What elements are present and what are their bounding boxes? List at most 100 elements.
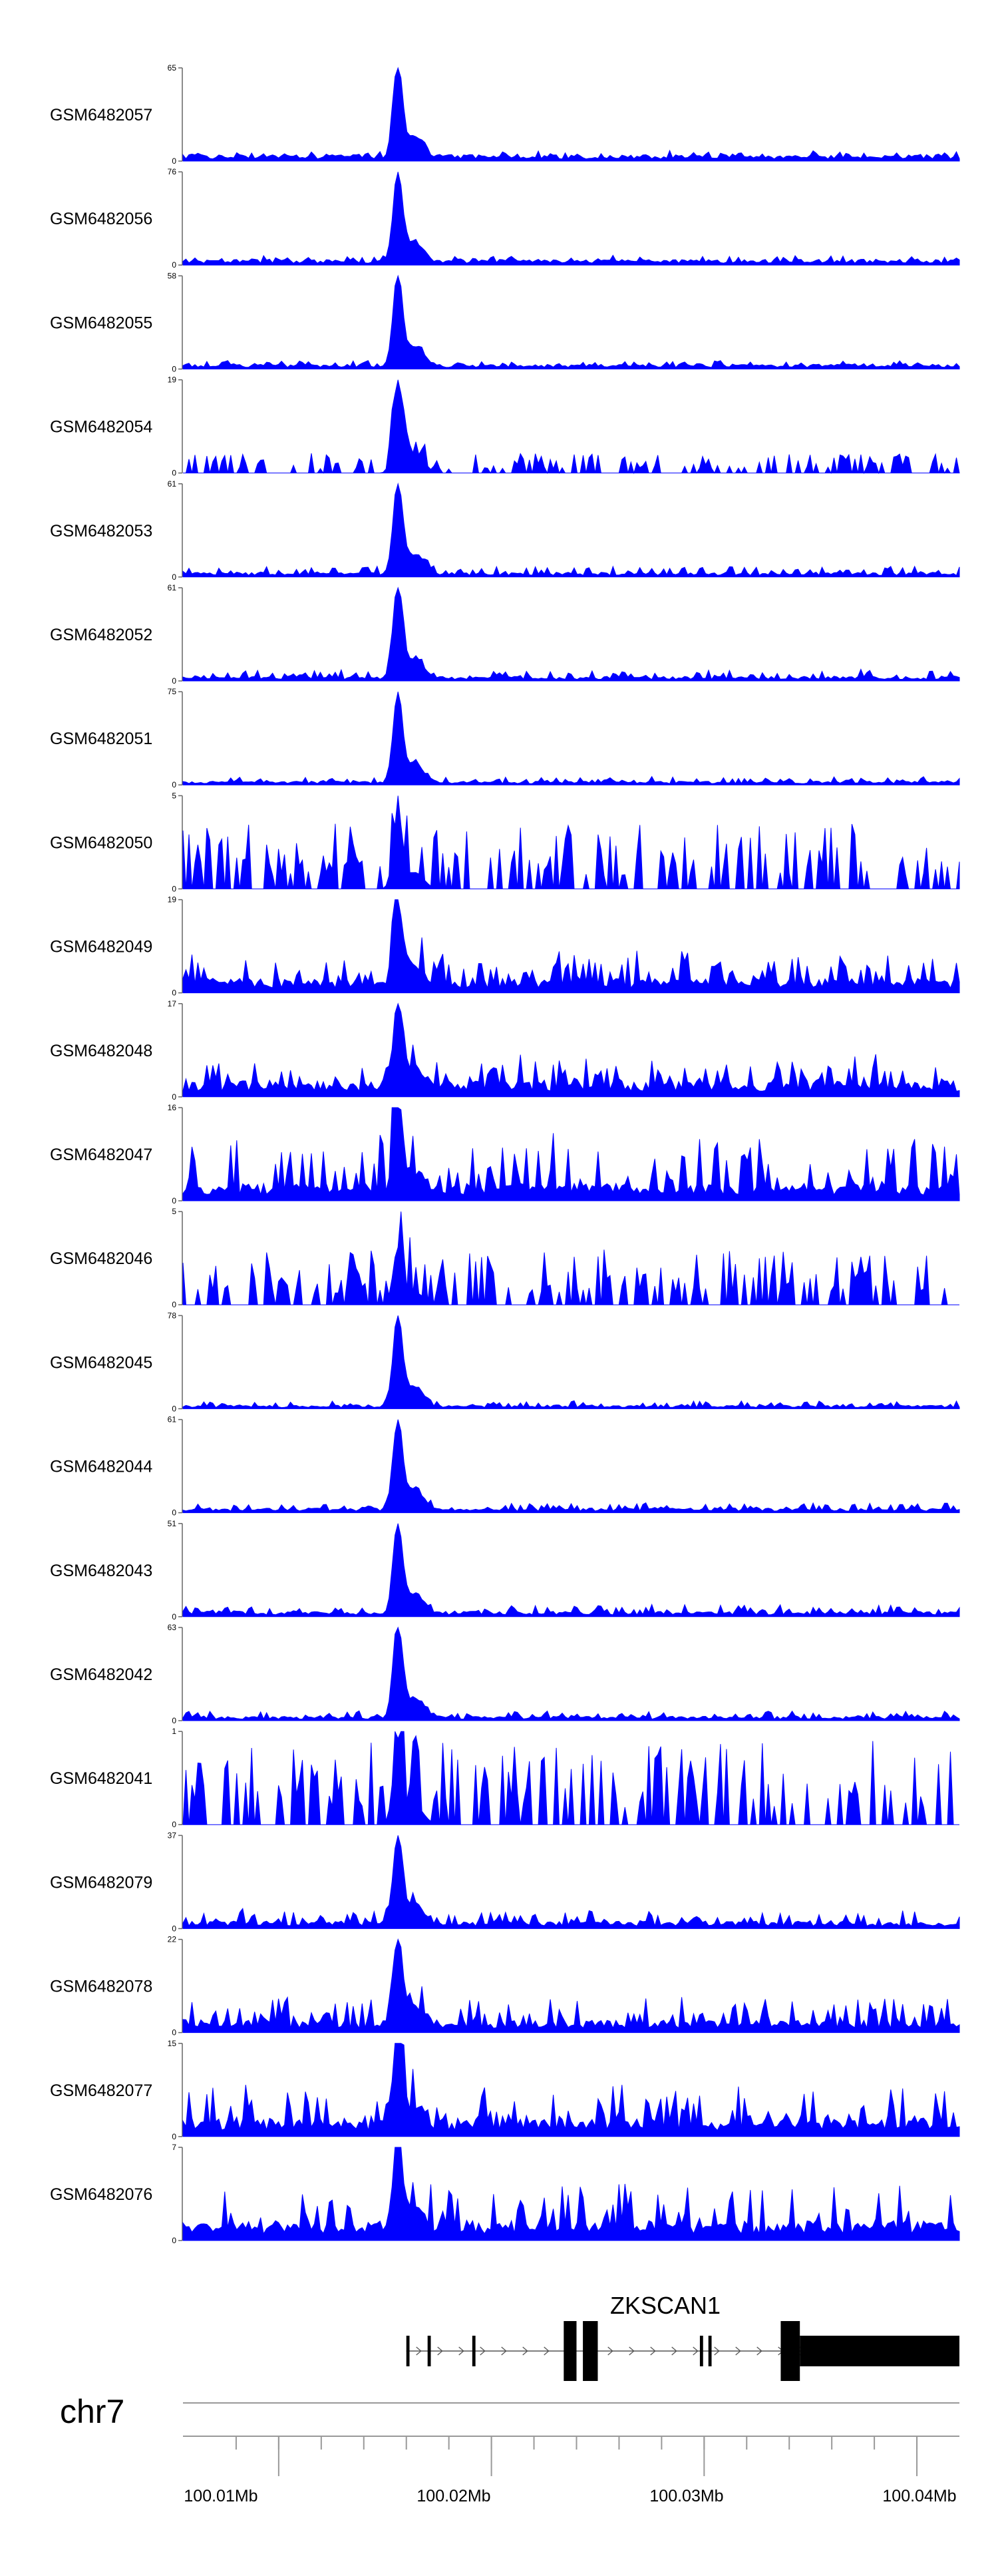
y-min-label: 0: [172, 884, 176, 893]
coverage-tracks: GSM6482057650GSM6482056760GSM6482055580G…: [50, 63, 960, 2245]
y-max-label: 63: [168, 1623, 177, 1632]
exon-6: [699, 2336, 703, 2366]
y-max-label: 65: [168, 63, 177, 73]
y-max-label: 15: [168, 2039, 177, 2048]
y-max-label: 7: [172, 2143, 176, 2152]
y-min-label: 0: [172, 469, 176, 478]
coverage-area: [182, 1419, 960, 1514]
track-GSM6482050: GSM6482050 5 0: [50, 791, 960, 893]
track-GSM6482044: GSM6482044 61 0: [50, 1415, 960, 1518]
track-GSM6482056: GSM6482056 76 0: [50, 167, 960, 270]
strand-arrow: [480, 2346, 486, 2356]
y-max-label: 19: [168, 375, 177, 385]
track-label: GSM6482055: [50, 314, 152, 332]
y-min-label: 0: [172, 1196, 176, 1205]
coverage-area: [182, 1315, 960, 1409]
coverage-area: [182, 1002, 960, 1098]
axis-tick-label-3: 100.03Mb: [649, 2487, 723, 2505]
y-min-label: 0: [172, 1716, 176, 1725]
coverage-area: [182, 274, 960, 369]
track-label: GSM6482054: [50, 418, 152, 437]
y-max-label: 5: [172, 791, 176, 800]
track-GSM6482054: GSM6482054 19 0: [50, 375, 960, 478]
exon-2: [427, 2336, 431, 2366]
y-max-label: 76: [168, 167, 177, 176]
y-min-label: 0: [172, 780, 176, 789]
y-min-label: 0: [172, 676, 176, 686]
track-label: GSM6482042: [50, 1665, 152, 1684]
y-max-label: 22: [168, 1935, 177, 1944]
track-GSM6482057: GSM6482057 65 0: [50, 63, 960, 166]
track-label: GSM6482076: [50, 2185, 152, 2204]
y-max-label: 51: [168, 1519, 177, 1528]
track-GSM6482042: GSM6482042 63 0: [50, 1623, 960, 1725]
strand-arrow: [714, 2346, 720, 2356]
y-min-label: 0: [172, 1612, 176, 1621]
track-GSM6482041: GSM6482041 1 0: [50, 1727, 959, 1829]
strand-arrow: [437, 2346, 443, 2356]
track-GSM6482045: GSM6482045 78 0: [50, 1311, 960, 1413]
track-label: GSM6482046: [50, 1249, 152, 1268]
coverage-area: [182, 692, 960, 785]
coverage-area: [182, 2147, 960, 2241]
exon-4: [564, 2321, 577, 2381]
coverage-area: [182, 795, 960, 889]
coverage-area: [182, 67, 960, 162]
coverage-area: [182, 1938, 960, 2034]
y-max-label: 61: [168, 1415, 177, 1424]
strand-arrow: [522, 2346, 528, 2356]
exon-7: [708, 2336, 712, 2366]
y-min-label: 0: [172, 1508, 176, 1518]
track-label: GSM6482045: [50, 1353, 152, 1372]
y-min-label: 0: [172, 1820, 176, 1829]
y-max-label: 37: [168, 1830, 177, 1840]
track-label: GSM6482052: [50, 626, 152, 644]
track-GSM6482046: GSM6482046 5 0: [50, 1207, 959, 1309]
track-GSM6482076: GSM6482076 7 0: [50, 2143, 960, 2245]
track-label: GSM6482047: [50, 1146, 152, 1164]
track-label: GSM6482051: [50, 730, 152, 748]
y-min-label: 0: [172, 1924, 176, 1933]
y-min-label: 0: [172, 1404, 176, 1413]
coverage-area: [182, 1211, 959, 1305]
y-min-label: 0: [172, 1300, 176, 1309]
exon-1: [406, 2336, 410, 2366]
y-min-label: 0: [172, 988, 176, 998]
track-label: GSM6482057: [50, 106, 152, 124]
y-min-label: 0: [172, 572, 176, 582]
y-max-label: 17: [168, 999, 177, 1008]
coverage-area: [182, 1731, 959, 1825]
track-GSM6482052: GSM6482052 61 0: [50, 583, 960, 686]
track-GSM6482048: GSM6482048 17 0: [50, 999, 960, 1102]
exon-3: [472, 2336, 476, 2366]
coverage-area: [182, 2043, 960, 2137]
track-label: GSM6482043: [50, 1562, 152, 1580]
coverage-area: [182, 1523, 960, 1617]
track-label: GSM6482077: [50, 2081, 152, 2100]
coverage-area: [182, 482, 960, 578]
y-max-label: 1: [172, 1727, 176, 1736]
track-GSM6482051: GSM6482051 75 0: [50, 687, 960, 789]
strand-arrow: [501, 2346, 507, 2356]
axis-tick-label-4: 100.04Mb: [882, 2487, 956, 2505]
strand-arrow: [671, 2346, 677, 2356]
y-max-label: 61: [168, 479, 177, 489]
track-label: GSM6482079: [50, 1873, 152, 1892]
y-min-label: 0: [172, 1092, 176, 1102]
y-min-label: 0: [172, 156, 176, 166]
track-GSM6482055: GSM6482055 58 0: [50, 271, 960, 373]
track-GSM6482053: GSM6482053 61 0: [50, 479, 960, 582]
chromosome-label: chr7: [60, 2393, 124, 2430]
y-max-label: 78: [168, 1311, 177, 1320]
y-min-label: 0: [172, 260, 176, 270]
axis-tick-label-2: 100.02Mb: [416, 2487, 490, 2505]
axis-tick-label-1: 100.01Mb: [184, 2487, 257, 2505]
y-max-label: 5: [172, 1207, 176, 1216]
coverage-area: [182, 1107, 960, 1201]
track-GSM6482047: GSM6482047 16 0: [50, 1103, 960, 1205]
strand-arrow: [756, 2346, 762, 2356]
y-max-label: 58: [168, 271, 177, 280]
track-GSM6482078: GSM6482078 22 0: [50, 1935, 960, 2038]
strand-arrow: [650, 2346, 656, 2356]
track-GSM6482043: GSM6482043 51 0: [50, 1519, 960, 1621]
